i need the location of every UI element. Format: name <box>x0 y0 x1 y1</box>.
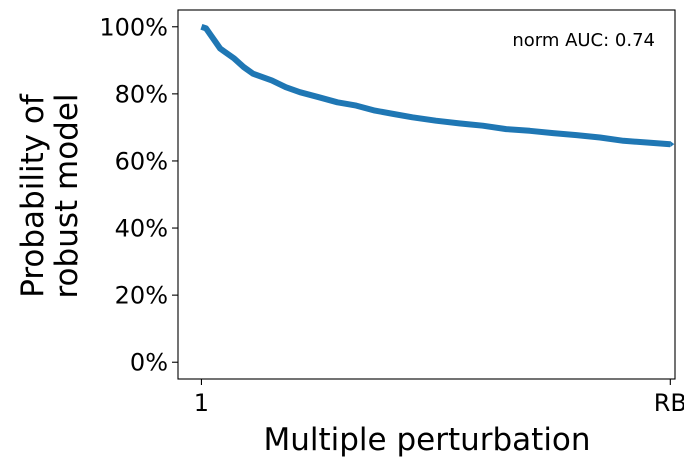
y-tick-label: 80% <box>115 80 168 108</box>
series-end-marker <box>670 141 675 148</box>
y-tick-label: 40% <box>115 215 168 243</box>
x-tick-label: RB <box>654 389 684 417</box>
series-line <box>200 23 671 148</box>
y-axis-label: Probability of robust model <box>15 93 85 298</box>
plot-area <box>200 23 675 148</box>
y-axis-label-line-2: robust model <box>49 93 85 298</box>
plot-frame <box>177 9 676 380</box>
y-tick-label: 0% <box>130 349 168 377</box>
y-tick-label: 100% <box>99 13 168 41</box>
x-axis: 1 RB <box>194 379 684 417</box>
y-tick-label: 20% <box>115 282 168 310</box>
y-tick-label: 60% <box>115 147 168 175</box>
y-axis-label-line-1: Probability of <box>15 93 51 298</box>
x-tick-label: 1 <box>194 389 209 417</box>
x-axis-label: Multiple perturbation <box>263 422 590 458</box>
auc-annotation: norm AUC: 0.74 <box>512 30 655 51</box>
y-axis: 0% 20% 40% 60% 80% 100% <box>99 13 178 377</box>
